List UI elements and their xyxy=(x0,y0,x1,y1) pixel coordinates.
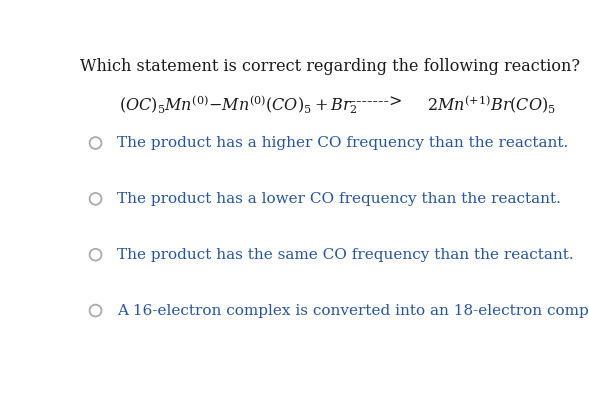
Text: The product has a higher CO frequency than the reactant.: The product has a higher CO frequency th… xyxy=(117,136,568,150)
Text: A 16-electron complex is converted into an 18-electron complex: A 16-electron complex is converted into … xyxy=(117,303,589,318)
Text: $(OC)_5Mn^{(0)}\mathsf{-}Mn^{(0)}(CO)_5 + Br_2$: $(OC)_5Mn^{(0)}\mathsf{-}Mn^{(0)}(CO)_5 … xyxy=(119,93,358,115)
Text: -------->: --------> xyxy=(345,93,403,110)
Text: The product has the same CO frequency than the reactant.: The product has the same CO frequency th… xyxy=(117,248,574,262)
Text: $2Mn^{(+1)}Br(CO)_5$: $2Mn^{(+1)}Br(CO)_5$ xyxy=(428,93,557,115)
Text: Which statement is correct regarding the following reaction?: Which statement is correct regarding the… xyxy=(81,58,581,75)
Text: The product has a lower CO frequency than the reactant.: The product has a lower CO frequency tha… xyxy=(117,192,561,206)
